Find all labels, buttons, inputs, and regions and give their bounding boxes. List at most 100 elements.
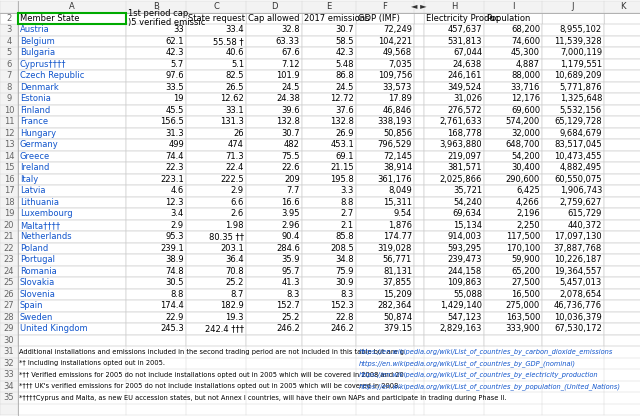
Bar: [414, 58, 424, 70]
Text: 615,729: 615,729: [568, 209, 602, 218]
Text: 50,856: 50,856: [383, 129, 412, 138]
Bar: [424, 323, 484, 334]
Bar: [302, 231, 356, 243]
Text: 32: 32: [4, 359, 14, 368]
Bar: [484, 300, 542, 311]
Bar: [414, 24, 424, 35]
Bar: [424, 334, 484, 346]
Bar: [126, 208, 186, 219]
Text: 72,249: 72,249: [383, 25, 412, 34]
Bar: [542, 300, 604, 311]
Text: https://en.wikipedia.org/wiki/List_of_countries_by_population_(United_Nations): https://en.wikipedia.org/wiki/List_of_co…: [359, 383, 621, 389]
Text: 56,771: 56,771: [383, 255, 412, 264]
Text: 12: 12: [4, 129, 14, 138]
Text: 8.3: 8.3: [340, 290, 354, 299]
Bar: [126, 289, 186, 300]
Bar: [356, 243, 414, 254]
Text: 95.7: 95.7: [282, 267, 300, 276]
Bar: [246, 35, 302, 47]
Bar: [604, 35, 640, 47]
Text: 914,003: 914,003: [448, 232, 482, 241]
Bar: [604, 208, 640, 219]
Bar: [424, 81, 484, 93]
Bar: [414, 105, 424, 116]
Text: 74,600: 74,600: [511, 37, 540, 46]
Text: E: E: [326, 2, 332, 11]
Text: 132.8: 132.8: [276, 117, 300, 126]
Bar: [424, 254, 484, 266]
Text: 67,044: 67,044: [453, 48, 482, 57]
Bar: [414, 231, 424, 243]
Text: Additional installations and emissions included in the second trading period are: Additional installations and emissions i…: [19, 349, 404, 355]
Bar: [604, 300, 640, 311]
Bar: [246, 24, 302, 35]
Text: 2.96: 2.96: [282, 221, 300, 230]
Bar: [424, 231, 484, 243]
Bar: [246, 162, 302, 173]
Text: 26.5: 26.5: [225, 83, 244, 92]
Bar: [186, 70, 246, 81]
Text: 195.8: 195.8: [330, 175, 354, 184]
Bar: [18, 93, 126, 105]
Bar: [414, 47, 424, 58]
Text: 31: 31: [4, 347, 14, 356]
Bar: [18, 334, 126, 346]
Bar: [542, 151, 604, 162]
Text: 23: 23: [4, 255, 14, 264]
Bar: [604, 24, 640, 35]
Text: 86.8: 86.8: [335, 71, 354, 80]
Bar: [484, 243, 542, 254]
Text: 282,364: 282,364: [378, 301, 412, 310]
Bar: [414, 139, 424, 151]
Bar: [186, 35, 246, 47]
Text: Luxembourg: Luxembourg: [20, 209, 72, 218]
Text: 349,524: 349,524: [448, 83, 482, 92]
Bar: [126, 323, 186, 334]
Bar: [18, 58, 126, 70]
Text: 25: 25: [4, 278, 14, 287]
Bar: [542, 311, 604, 323]
Text: 22.9: 22.9: [166, 313, 184, 322]
Text: 3.3: 3.3: [340, 186, 354, 195]
Text: 63.33: 63.33: [276, 37, 300, 46]
Bar: [126, 93, 186, 105]
Bar: [424, 162, 484, 173]
Text: 80.35 ††: 80.35 ††: [209, 232, 244, 241]
Bar: [424, 300, 484, 311]
Text: 21: 21: [4, 232, 14, 241]
Text: 6,425: 6,425: [516, 186, 540, 195]
Bar: [604, 231, 640, 243]
Bar: [246, 173, 302, 185]
Text: 17.89: 17.89: [388, 94, 412, 103]
Bar: [542, 24, 604, 35]
Text: 7: 7: [6, 71, 12, 80]
Text: 30.5: 30.5: [166, 278, 184, 287]
Bar: [126, 300, 186, 311]
Bar: [18, 13, 126, 24]
Text: 33,716: 33,716: [511, 83, 540, 92]
Bar: [604, 173, 640, 185]
Bar: [126, 162, 186, 173]
Text: Lithuania: Lithuania: [20, 198, 59, 207]
Bar: [126, 139, 186, 151]
Text: 30,400: 30,400: [511, 163, 540, 172]
Text: 2,078,654: 2,078,654: [559, 290, 602, 299]
Text: Cap allowed: Cap allowed: [248, 14, 300, 23]
Bar: [356, 334, 414, 346]
Text: 2,196: 2,196: [516, 209, 540, 218]
Bar: [18, 173, 126, 185]
Bar: [246, 196, 302, 208]
Bar: [186, 311, 246, 323]
Bar: [186, 254, 246, 266]
Bar: [18, 254, 126, 266]
Text: Cyprus††††: Cyprus††††: [20, 60, 67, 69]
Text: 72,145: 72,145: [383, 152, 412, 161]
Bar: [484, 58, 542, 70]
Text: Slovenia: Slovenia: [20, 290, 56, 299]
Bar: [542, 58, 604, 70]
Text: 275,000: 275,000: [506, 301, 540, 310]
Text: 5: 5: [6, 48, 12, 57]
Text: *††† UK's verified emissions for 2005 do not include installations opted out in : *††† UK's verified emissions for 2005 do…: [19, 383, 401, 389]
Text: 7,035: 7,035: [388, 60, 412, 69]
Text: Denmark: Denmark: [20, 83, 59, 92]
